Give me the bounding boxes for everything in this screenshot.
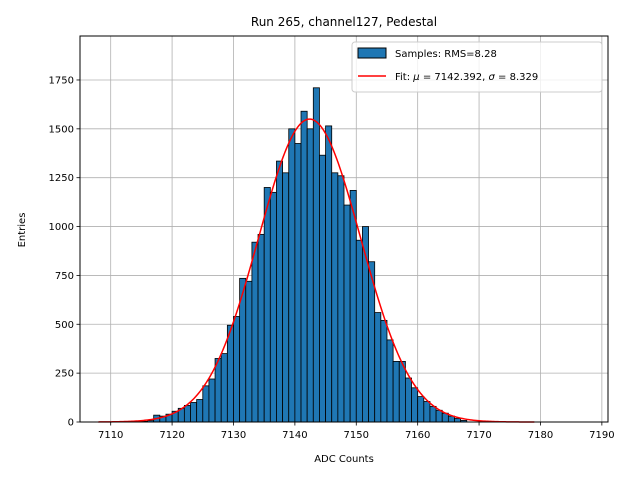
y-tick-label: 750 [55,271,74,282]
y-tick-label: 500 [55,320,74,331]
histogram-bar [294,143,302,423]
histogram-bar [349,189,357,423]
histogram-bar [276,160,284,423]
histogram-bar [226,324,234,423]
histogram-bar [306,128,314,423]
fit-name-prefix: Fit: [395,72,413,83]
x-tick-label: 7180 [528,430,553,441]
histogram-bar [435,409,443,423]
fit-mu-equals: = [420,72,435,83]
histogram-bar [183,404,191,423]
x-tick-label: 7120 [159,430,184,441]
chart-title: Run 265, channel127, Pedestal [251,15,437,29]
y-tick-label: 1750 [49,75,74,86]
x-axis-ticks: 7110 7120 7130 7140 7150 7160 7170 7180 7190 [98,422,615,441]
x-tick-label: 7140 [282,430,307,441]
y-axis-ticks: 0 250 500 750 1000 1250 1500 1750 [49,75,80,429]
y-tick-label: 1500 [49,124,74,135]
histogram-bar [343,204,351,423]
histogram-bar [325,125,333,423]
gaussian-fit-curve [98,118,535,423]
y-axis-label: Entries [17,213,28,248]
histogram-bar [202,385,210,423]
legend: Samples: RMS=8.28 Fit: μ = 7142.392, σ =… [351,41,603,93]
histogram-bar [208,378,216,423]
histogram-bar [429,405,437,423]
fit-mu-value: 7142.392 [434,72,482,83]
plot-frame [79,35,609,423]
fit-sigma-value: 8.329 [510,72,539,83]
legend-label-samples: Samples: RMS=8.28 [395,49,497,60]
histogram-bar [331,172,339,423]
fit-separator: , [482,72,488,83]
histogram-bar [245,280,253,423]
x-axis-label: ADC Counts [314,454,374,465]
x-tick-label: 7110 [98,430,123,441]
histogram-bar [355,239,363,423]
y-tick-label: 250 [55,369,74,380]
y-tick-label: 1000 [49,222,74,233]
histogram-bar [196,399,204,423]
histogram-bar [251,241,259,423]
histogram-bar [337,175,345,423]
histogram-bar [411,387,419,423]
fit-mu-symbol: μ [412,72,419,83]
histogram-bar [398,361,406,423]
histogram-bar [220,353,228,423]
histogram-bar [417,396,425,423]
histogram-bar [380,319,388,423]
legend-label-fit: Fit: μ = 7142.392, σ = 8.329 [395,72,538,83]
histogram-bar [288,128,296,423]
histogram-bars [140,87,468,423]
histogram-bar [319,154,326,423]
x-tick-label: 7150 [344,430,369,441]
fit-sigma-equals: = [495,72,510,83]
legend-swatch-samples [357,47,387,59]
x-tick-label: 7130 [221,430,246,441]
histogram-bar [423,401,431,423]
histogram-bar [374,312,382,423]
histogram-bar [392,361,400,423]
histogram-bar [233,316,241,423]
histogram-bar [263,187,271,423]
histogram-bar [282,172,290,423]
histogram-bar [214,358,222,423]
histogram-bar [190,402,198,423]
x-tick-label: 7170 [466,430,491,441]
histogram-bar [257,233,265,423]
histogram-bar [300,110,308,423]
histogram-bar [404,377,412,423]
y-tick-label: 0 [68,418,74,429]
fit-sigma-symbol: σ [488,72,495,83]
y-tick-label: 1250 [49,173,74,184]
x-tick-label: 7190 [589,430,614,441]
x-tick-label: 7160 [405,430,430,441]
histogram-bar [269,191,277,423]
histogram-bar [454,418,462,423]
histogram-bar [312,87,320,423]
legend-box [351,41,603,93]
histogram-bar [386,339,394,423]
